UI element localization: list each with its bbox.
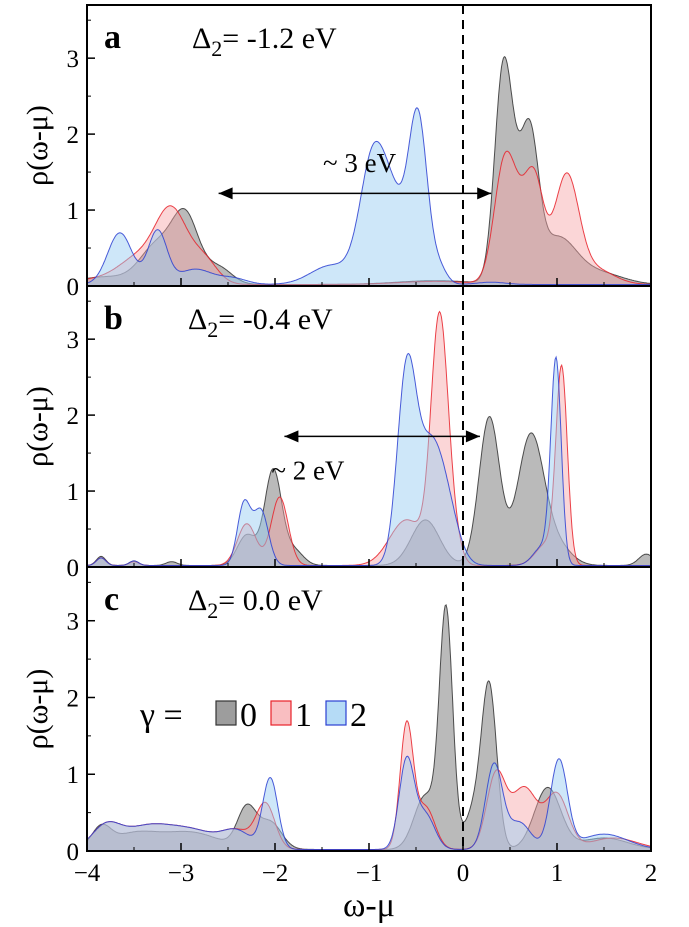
x-tick-label: −3 (168, 860, 195, 887)
legend-swatch-gamma-0 (215, 700, 237, 726)
x-tick-label: −1 (356, 860, 383, 887)
y-tick-label-panel-b: 3 (67, 327, 80, 354)
legend-label-gamma-2: 2 (350, 697, 367, 734)
panel-title-c: Δ2= 0.0 eV (188, 584, 323, 623)
curves-panel-b (87, 310, 651, 567)
y-axis-label-panel-a: ρ(ω-μ) (21, 105, 54, 186)
y-tick-label-panel-c: 2 (67, 685, 80, 712)
x-tick-label: −4 (74, 860, 101, 887)
panel-letter-c: c (104, 581, 119, 618)
legend-symbol: γ = (139, 697, 183, 734)
y-axis-label-panel-c: ρ(ω-μ) (21, 669, 54, 750)
panel-title-value: = -1.2 eV (222, 22, 337, 55)
panel-title-symbol: Δ (192, 22, 211, 55)
panel-title-subscript: 2 (207, 317, 218, 342)
panel-title-subscript: 2 (207, 598, 218, 623)
x-tick-label: 0 (457, 860, 470, 887)
legend-label-gamma-1: 1 (295, 697, 312, 734)
x-axis-label: ω-μ (343, 887, 395, 924)
panel-letter-b: b (104, 300, 123, 337)
panel-title-value: = 0.0 eV (218, 584, 323, 617)
y-tick-label-panel-b: 2 (67, 403, 80, 430)
area-gamma-1-panel-b (87, 311, 651, 567)
y-tick-label-panel-b: 1 (67, 479, 80, 506)
y-axis-label-panel-b: ρ(ω-μ) (21, 386, 54, 467)
y-tick-label-panel-a: 3 (67, 46, 80, 73)
x-tick-label: 1 (551, 860, 564, 887)
area-gamma-0-panel-b (87, 416, 651, 567)
panel-title-b: Δ2= -0.4 eV (188, 303, 333, 342)
gap-arrow-head-left-panel-b (284, 430, 299, 443)
area-gamma-2-panel-a (87, 107, 651, 286)
x-tick-labels: −4 −3 −2 −1 0 1 2 (74, 860, 658, 887)
panel-title-a: Δ2= -1.2 eV (192, 22, 337, 61)
legend-label-gamma-0: 0 (240, 697, 257, 734)
panel-title-symbol: Δ (188, 303, 207, 336)
panel-title-symbol: Δ (188, 584, 207, 617)
panel-title-value: = -0.4 eV (218, 303, 333, 336)
gap-arrow-head-right-panel-b (465, 430, 480, 443)
area-gamma-1-panel-c (87, 720, 651, 851)
legend: γ = 0 1 2 (139, 697, 367, 734)
area-gamma-1-panel-a (87, 151, 651, 286)
y-tick-label-panel-c: 1 (67, 762, 80, 789)
panel-letter-a: a (104, 19, 121, 56)
y-tick-label-panel-a: 1 (67, 198, 80, 225)
y-tick-label-panel-b: 0 (67, 555, 80, 582)
x-tick-label: −2 (262, 860, 289, 887)
gap-arrow-head-left-panel-a (218, 187, 233, 200)
gap-annotation-panel-a: ~ 3 eV (323, 148, 397, 178)
area-gamma-0-panel-a (87, 56, 651, 286)
legend-swatch-gamma-2 (325, 700, 347, 726)
gap-arrow-head-right-panel-a (477, 187, 492, 200)
y-tick-label-panel-a: 0 (67, 274, 80, 301)
area-gamma-2-panel-c (87, 756, 651, 851)
y-tick-label-panel-c: 3 (67, 609, 80, 636)
y-tick-label-panel-a: 2 (67, 122, 80, 149)
y-tick-label-panel-c: 0 (67, 839, 80, 866)
panel-title-subscript: 2 (211, 36, 222, 61)
x-tick-label: 2 (645, 860, 658, 887)
gap-annotation-panel-b: ~ 2 eV (271, 456, 345, 486)
legend-swatch-gamma-1 (270, 700, 292, 726)
